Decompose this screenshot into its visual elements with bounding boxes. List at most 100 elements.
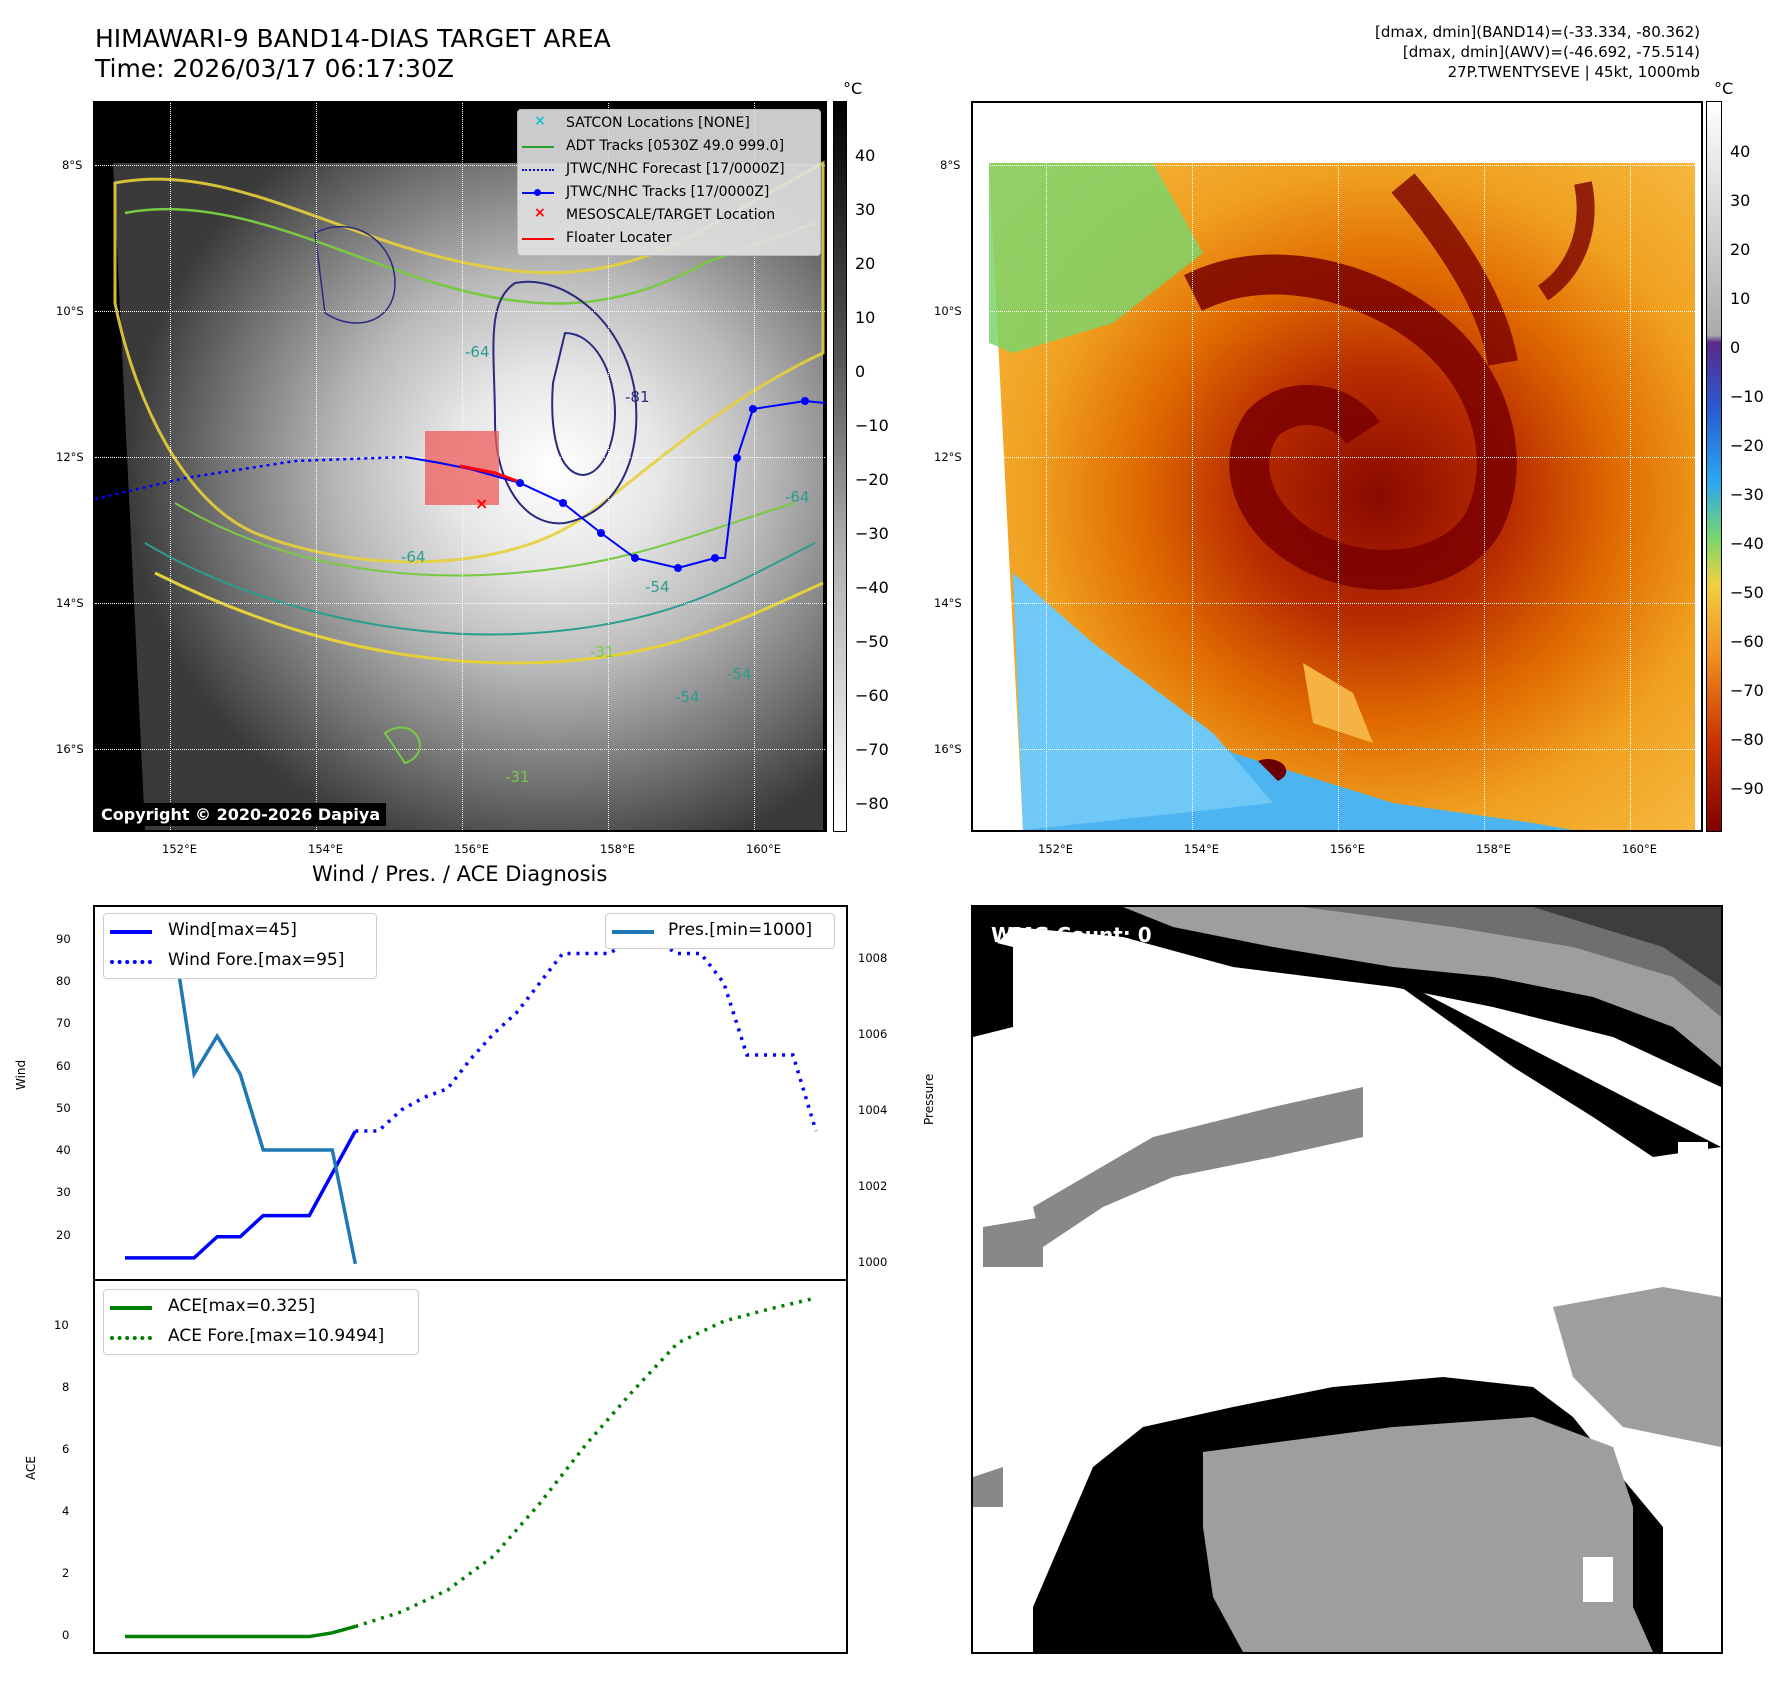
contour-label: -64 xyxy=(465,343,490,361)
ir-colorbar-tick: −20 xyxy=(855,470,889,489)
wind-ytick: 20 xyxy=(56,1227,71,1242)
wind-legend: Wind[max=45] Wind Fore.[max=95] xyxy=(103,913,377,979)
wmg-imagery xyxy=(973,907,1721,1652)
pressure-ytick: 1002 xyxy=(858,1178,888,1193)
pressure-ytick: 1006 xyxy=(858,1027,888,1042)
solid-line-icon xyxy=(522,238,554,240)
ace-ytick: 6 xyxy=(62,1442,70,1457)
awv-colorbar-tick: −90 xyxy=(1730,779,1764,798)
ace-legend: ACE[max=0.325] ACE Fore.[max=10.9494] xyxy=(103,1289,419,1355)
ir-colorbar-tick: 20 xyxy=(855,254,876,273)
dotted-line-icon xyxy=(110,1336,152,1340)
pressure-legend: Pres.[min=1000] xyxy=(605,913,835,949)
ir-colorbar-tick: 10 xyxy=(855,308,876,327)
ir-colorbar-unit: °C xyxy=(843,79,863,98)
awv-colorbar-tick: −20 xyxy=(1730,436,1764,455)
wind-ytick: 70 xyxy=(56,1016,71,1031)
lon-label: 156°E xyxy=(1330,842,1365,856)
wind-pressure-chart: Wind[max=45] Wind Fore.[max=95] Pres.[mi… xyxy=(93,905,848,1281)
ir-colorbar-tick: −40 xyxy=(855,578,889,597)
wind-ytick: 80 xyxy=(56,974,71,989)
awv-map-panel xyxy=(971,101,1703,832)
lat-label: 8°S xyxy=(940,158,961,172)
lat-label: 14°S xyxy=(934,596,962,610)
series-line-1 xyxy=(354,1296,817,1629)
ir-colorbar-tick: −10 xyxy=(855,416,889,435)
wind-ytick: 60 xyxy=(56,1058,71,1073)
wind-ytick: 50 xyxy=(56,1100,71,1115)
contour-label: -31 xyxy=(505,768,530,786)
ir-colorbar-tick: −30 xyxy=(855,524,889,543)
pressure-ytick: 1004 xyxy=(858,1102,888,1117)
pressure-ytick: 1000 xyxy=(858,1254,888,1269)
ace-plot-area xyxy=(125,1296,817,1639)
lat-label: 12°S xyxy=(56,450,84,464)
ace-axis-label: ACE xyxy=(24,1456,38,1480)
lat-label: 12°S xyxy=(934,450,962,464)
wmg-count-label: WMG Count: 0 xyxy=(991,923,1152,947)
contour-label: -31 xyxy=(590,643,615,661)
stats-awv: [dmax, dmin](AWV)=(-46.692, -75.514) xyxy=(1402,43,1700,61)
lon-label: 152°E xyxy=(1038,842,1073,856)
ir-colorbar-tick: 40 xyxy=(855,146,876,165)
awv-colorbar-unit: °C xyxy=(1714,79,1734,98)
lon-label: 158°E xyxy=(1476,842,1511,856)
awv-colorbar-tick: −10 xyxy=(1730,387,1764,406)
x-marker-icon: × xyxy=(534,113,546,129)
series-line-1 xyxy=(355,939,818,1133)
contour-label: -64 xyxy=(401,548,426,566)
contour-label: -54 xyxy=(645,578,670,596)
ir-colorbar-tick: 30 xyxy=(855,200,876,219)
ir-map-panel: × -64 -64 -54 -64 -54 -54 -31 -81 -31 × … xyxy=(93,101,827,832)
svg-text:×: × xyxy=(475,494,488,513)
lon-label: 160°E xyxy=(1622,842,1657,856)
awv-colorbar xyxy=(1706,101,1722,832)
wind-ytick: 90 xyxy=(56,931,71,946)
ir-colorbar-tick: −50 xyxy=(855,632,889,651)
ir-colorbar xyxy=(833,101,847,832)
awv-imagery xyxy=(989,163,1695,830)
lat-label: 10°S xyxy=(56,304,84,318)
awv-colorbar-tick: −40 xyxy=(1730,534,1764,553)
lon-label: 160°E xyxy=(746,842,781,856)
wind-axis-label: Wind xyxy=(14,1059,28,1090)
awv-colorbar-tick: −50 xyxy=(1730,583,1764,602)
dotted-line-icon xyxy=(522,169,554,171)
lon-label: 154°E xyxy=(1184,842,1219,856)
diagnosis-title: Wind / Pres. / ACE Diagnosis xyxy=(312,862,608,886)
contour-label: -54 xyxy=(675,688,700,706)
wind-ytick: 30 xyxy=(56,1185,71,1200)
contour-label: -81 xyxy=(625,388,650,406)
ace-ytick: 8 xyxy=(62,1380,70,1395)
ir-colorbar-tick: 0 xyxy=(855,362,866,381)
lat-label: 14°S xyxy=(56,596,84,610)
track-overlay: × xyxy=(95,397,825,572)
wind-plot-area xyxy=(125,920,818,1265)
solid-line-icon xyxy=(522,146,554,148)
awv-colorbar-tick: 10 xyxy=(1730,289,1751,308)
ace-ytick: 2 xyxy=(62,1565,70,1580)
ir-colorbar-tick: −80 xyxy=(855,794,889,813)
lon-label: 158°E xyxy=(600,842,635,856)
dotted-line-icon xyxy=(110,960,152,964)
copyright-label: Copyright © 2020-2026 Dapiya xyxy=(95,803,387,826)
awv-colorbar-tick: 30 xyxy=(1730,191,1751,210)
ir-colorbar-tick: −70 xyxy=(855,740,889,759)
series-line-0 xyxy=(125,1624,356,1639)
stats-band14: [dmax, dmin](BAND14)=(-33.334, -80.362) xyxy=(1375,23,1700,41)
figure-title: HIMAWARI-9 BAND14-DIAS TARGET AREA Time:… xyxy=(95,24,611,83)
lat-label: 16°S xyxy=(56,742,84,756)
map-legend: × SATCON Locations [NONE] ADT Tracks [05… xyxy=(517,109,821,256)
awv-colorbar-tick: 0 xyxy=(1730,338,1741,357)
contour-label: -64 xyxy=(785,488,810,506)
pressure-ytick: 1008 xyxy=(858,951,888,966)
solid-line-icon xyxy=(612,930,654,934)
solid-line-icon xyxy=(110,1306,152,1310)
ace-chart: ACE[max=0.325] ACE Fore.[max=10.9494] xyxy=(93,1279,848,1654)
lat-label: 10°S xyxy=(934,304,962,318)
wmg-panel: WMG Count: 0 xyxy=(971,905,1723,1654)
contour-label: -54 xyxy=(727,665,752,683)
awv-colorbar-tick: 20 xyxy=(1730,240,1751,259)
series-line-2 xyxy=(125,920,358,1265)
wind-ytick: 40 xyxy=(56,1143,71,1158)
